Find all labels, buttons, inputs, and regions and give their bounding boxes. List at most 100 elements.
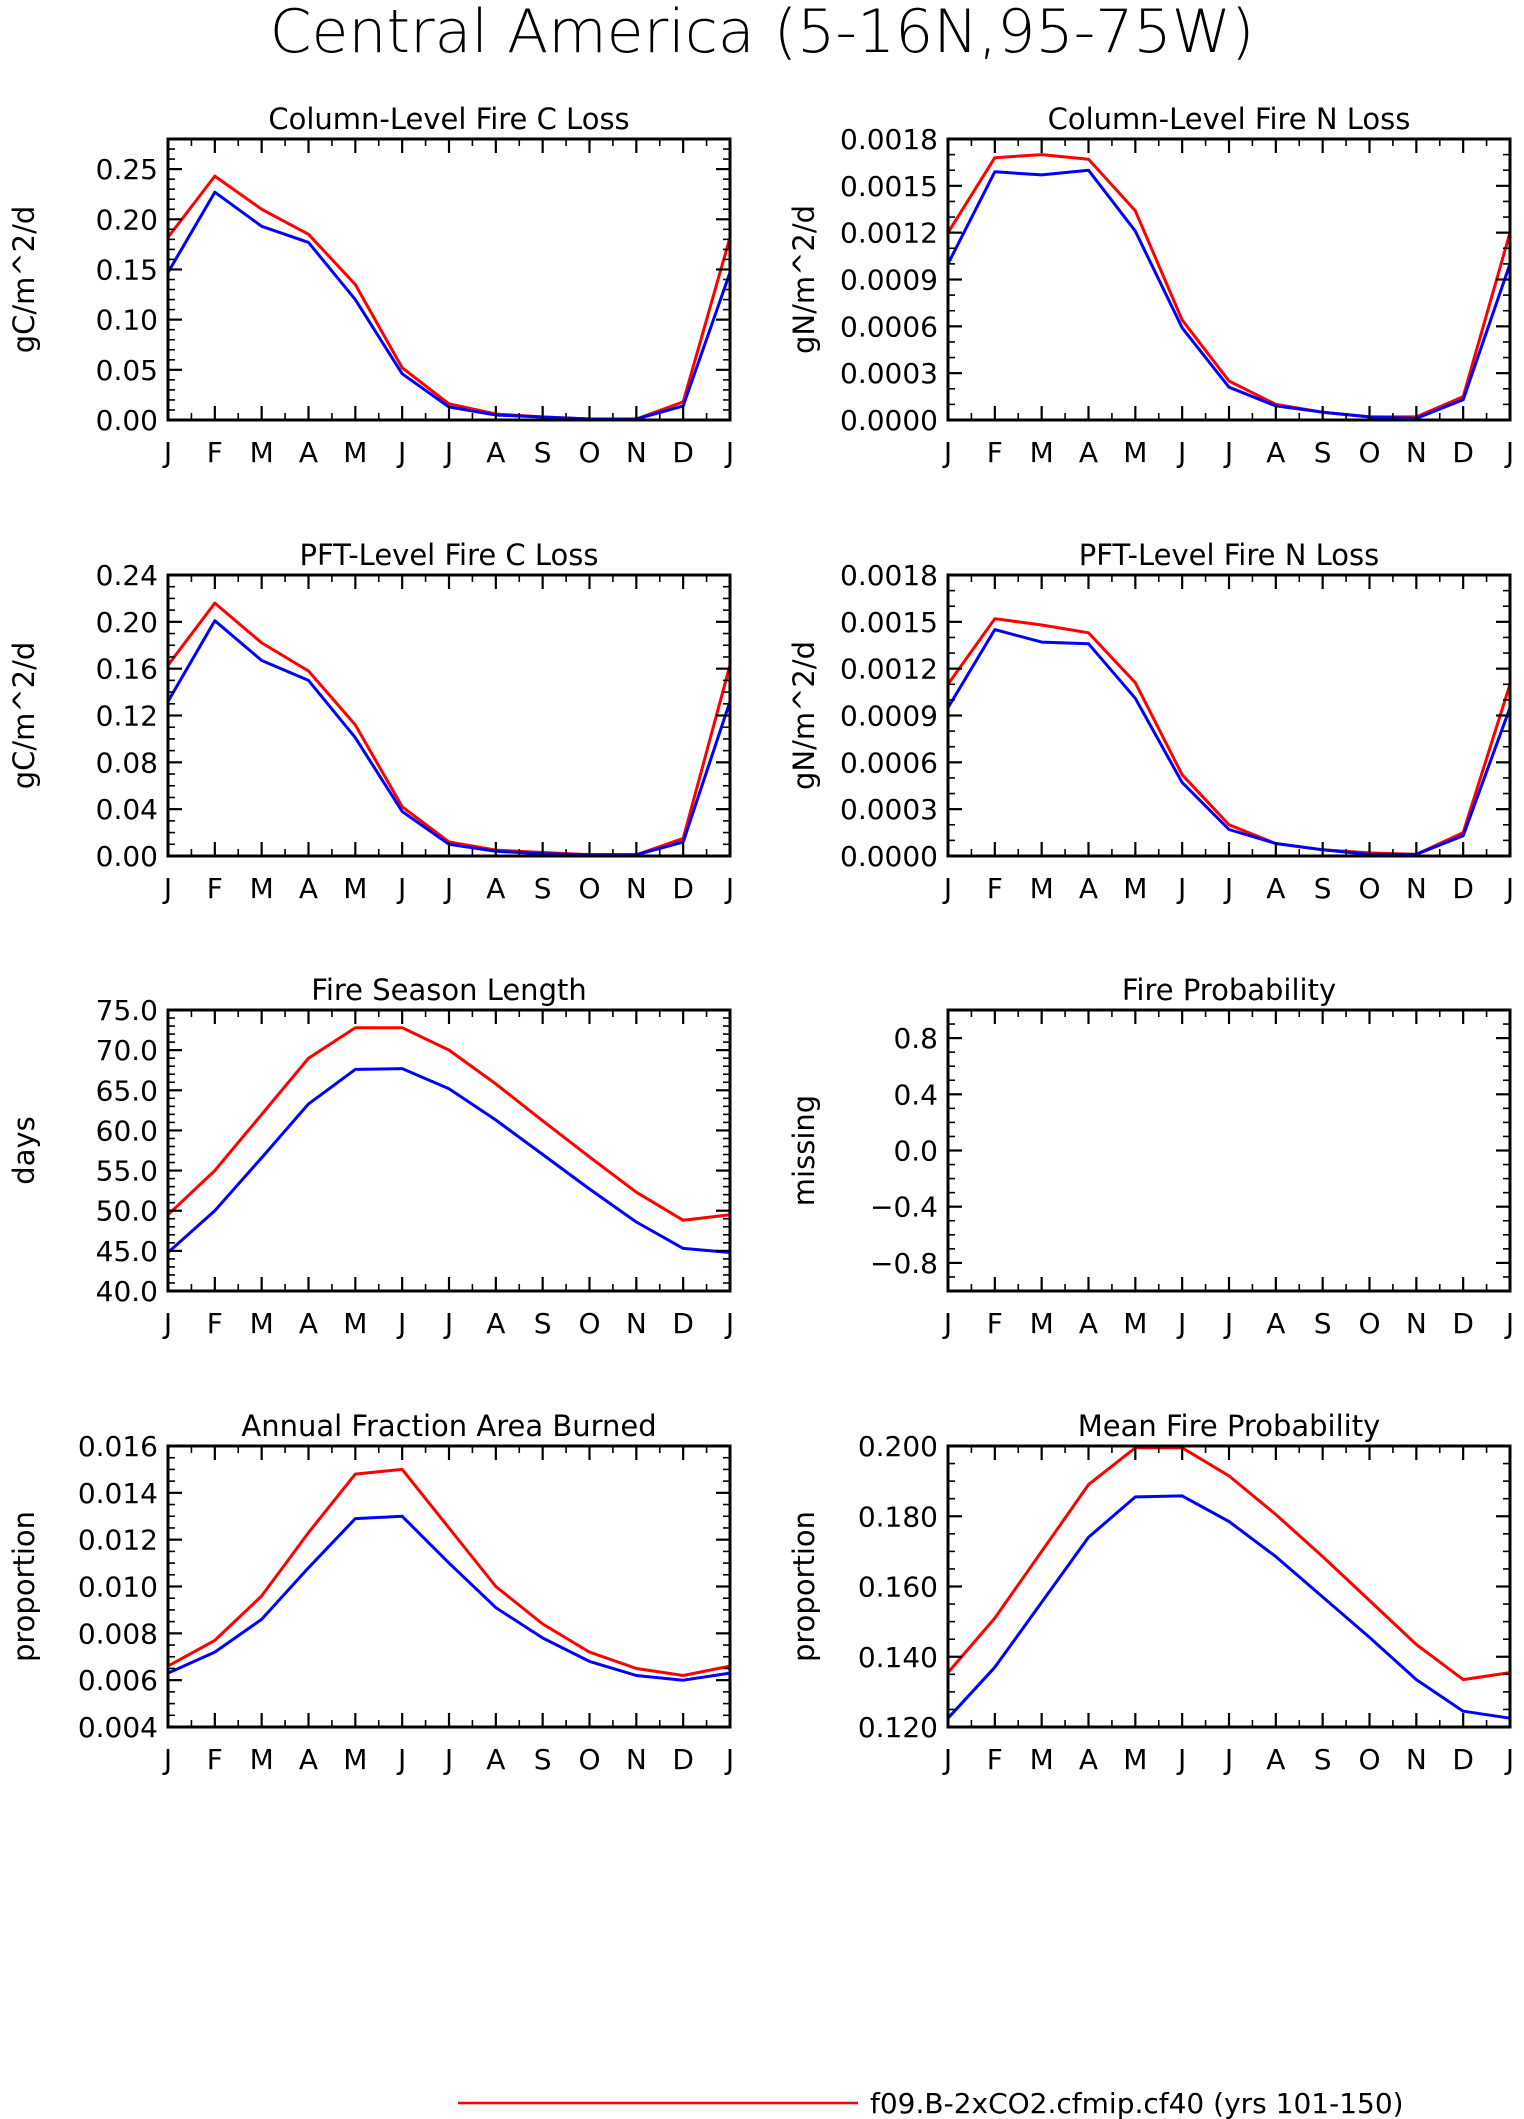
y-tick-label: 0.0006 bbox=[840, 310, 938, 343]
y-tick-label: 0.0006 bbox=[840, 746, 938, 779]
legend: f09.B-2xCO2.cfmip.cf40 (yrs 101-150) bbox=[458, 2087, 1404, 2119]
x-tick-label: A bbox=[1079, 1307, 1098, 1340]
series-line-blue bbox=[167, 1067, 731, 1254]
chart-panel: J F M A M J J A S O N D J0.0040.0060.0080.0100.0120.… bbox=[7, 1409, 734, 1776]
x-tick-label: N bbox=[626, 1307, 647, 1340]
y-tick-label: 0.010 bbox=[78, 1571, 158, 1604]
x-tick-label: M bbox=[1123, 872, 1147, 905]
x-tick-label: F bbox=[207, 1307, 223, 1340]
x-tick-label: M bbox=[343, 872, 367, 905]
series-line-blue bbox=[166, 619, 732, 857]
x-tick-label: J bbox=[724, 1307, 734, 1340]
x-tick-label: S bbox=[534, 872, 552, 905]
y-tick-label: 0.006 bbox=[78, 1664, 158, 1697]
x-tick-label: J bbox=[396, 1307, 406, 1340]
y-tick-label: 0.200 bbox=[858, 1430, 938, 1463]
x-tick-label: M bbox=[1030, 1307, 1054, 1340]
x-tick-label: A bbox=[299, 872, 318, 905]
y-tick-label: 0.014 bbox=[78, 1477, 158, 1510]
x-tick-label: A bbox=[1266, 436, 1285, 469]
plot-frame bbox=[946, 137, 1512, 422]
x-tick-label: J bbox=[1176, 436, 1186, 469]
y-tick-label: 0.12 bbox=[96, 700, 158, 733]
y-tick-label: 45.0 bbox=[96, 1235, 158, 1268]
chart-title: Fire Probability bbox=[1122, 973, 1336, 1007]
x-tick-label: J bbox=[396, 1743, 406, 1776]
series-line-red bbox=[166, 174, 732, 421]
y-tick-label: 75.0 bbox=[96, 994, 158, 1027]
x-tick-label: A bbox=[486, 872, 505, 905]
y-tick-label: 0.0000 bbox=[840, 404, 938, 437]
y-tick-label: 0.0012 bbox=[840, 217, 938, 250]
x-tick-label: M bbox=[1030, 1743, 1054, 1776]
x-tick-label: N bbox=[1406, 1743, 1427, 1776]
x-tick-label: A bbox=[1079, 872, 1098, 905]
x-tick-label: M bbox=[1123, 1307, 1147, 1340]
y-tick-label: 0.012 bbox=[78, 1524, 158, 1557]
x-tick-label: J bbox=[162, 1743, 172, 1776]
x-tick-label: F bbox=[207, 1743, 223, 1776]
x-tick-label: D bbox=[1452, 436, 1474, 469]
x-tick-label: O bbox=[578, 1743, 600, 1776]
x-tick-label: A bbox=[1079, 436, 1098, 469]
y-tick-label: 0.10 bbox=[96, 304, 158, 337]
x-tick-label: M bbox=[343, 436, 367, 469]
x-tick-label: J bbox=[942, 436, 952, 469]
y-tick-label: 0.180 bbox=[858, 1500, 938, 1533]
chart-panel: J F M A M J J A S O N D J0.000.050.100.150.200.25Col… bbox=[7, 102, 734, 469]
x-tick-label: S bbox=[1314, 872, 1332, 905]
x-tick-label: J bbox=[1176, 872, 1186, 905]
series-line-red bbox=[166, 601, 732, 857]
x-tick-label: A bbox=[486, 1743, 505, 1776]
y-tick-label: 0.0018 bbox=[840, 559, 938, 592]
y-tick-label: 0.140 bbox=[858, 1641, 938, 1674]
y-axis-label: gN/m^2/d bbox=[787, 641, 821, 790]
x-tick-label: N bbox=[1406, 1307, 1427, 1340]
x-tick-label: M bbox=[250, 1743, 274, 1776]
y-tick-label: 0.15 bbox=[96, 253, 158, 286]
y-tick-label: 0.0 bbox=[893, 1135, 938, 1168]
y-tick-label: 0.00 bbox=[96, 840, 158, 873]
x-tick-label: A bbox=[299, 436, 318, 469]
x-tick-label: S bbox=[1314, 1743, 1332, 1776]
x-tick-label: J bbox=[162, 436, 172, 469]
x-tick-label: J bbox=[443, 1307, 453, 1340]
y-tick-label: 0.0009 bbox=[840, 700, 938, 733]
x-tick-label: M bbox=[1030, 436, 1054, 469]
x-tick-label: N bbox=[1406, 436, 1427, 469]
x-tick-label: J bbox=[1223, 436, 1233, 469]
y-tick-label: 40.0 bbox=[96, 1275, 158, 1308]
y-tick-label: −0.4 bbox=[870, 1191, 938, 1224]
x-tick-label: D bbox=[1452, 1307, 1474, 1340]
x-tick-label: A bbox=[299, 1307, 318, 1340]
x-tick-label: D bbox=[1452, 872, 1474, 905]
plot-frame bbox=[166, 573, 732, 858]
series-line-blue bbox=[166, 190, 732, 421]
x-tick-label: S bbox=[1314, 1307, 1332, 1340]
x-tick-label: O bbox=[1358, 1307, 1380, 1340]
chart-title: PFT-Level Fire N Loss bbox=[1079, 538, 1379, 572]
plot-frame bbox=[946, 1008, 1512, 1293]
x-tick-label: J bbox=[942, 872, 952, 905]
y-tick-label: 0.20 bbox=[96, 606, 158, 639]
x-tick-label: S bbox=[534, 436, 552, 469]
x-tick-label: N bbox=[626, 1743, 647, 1776]
x-tick-label: F bbox=[207, 436, 223, 469]
x-tick-label: F bbox=[987, 1307, 1003, 1340]
x-tick-label: J bbox=[1504, 436, 1514, 469]
panels: J F M A M J J A S O N D J0.000.050.100.150.200.25Col… bbox=[7, 102, 1514, 1776]
plot-frame bbox=[166, 1444, 732, 1729]
x-tick-label: O bbox=[1358, 872, 1380, 905]
x-tick-label: J bbox=[1504, 1743, 1514, 1776]
chart-title: Annual Fraction Area Burned bbox=[241, 1409, 656, 1443]
x-tick-label: M bbox=[343, 1743, 367, 1776]
y-tick-label: 0.0003 bbox=[840, 793, 938, 826]
x-tick-label: J bbox=[1176, 1743, 1186, 1776]
y-tick-label: 0.05 bbox=[96, 354, 158, 387]
x-tick-label: J bbox=[396, 436, 406, 469]
y-tick-label: 0.0015 bbox=[840, 170, 938, 203]
x-tick-label: D bbox=[672, 1743, 694, 1776]
page-title: Central America (5-16N,95-75W) bbox=[270, 0, 1255, 67]
